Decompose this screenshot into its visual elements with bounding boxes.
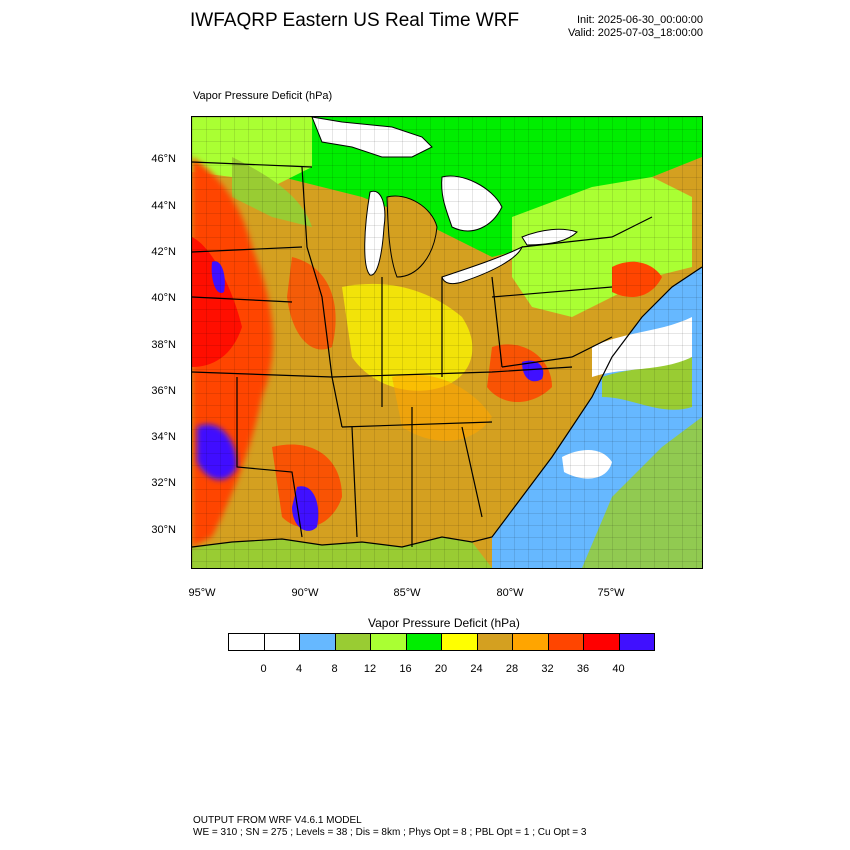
lat-label: 42°N bbox=[151, 246, 176, 258]
colorbar-tick-label: 20 bbox=[434, 663, 448, 675]
colorbar-box bbox=[547, 633, 584, 651]
colorbar bbox=[228, 633, 655, 651]
footer-config: WE = 310 ; SN = 275 ; Levels = 38 ; Dis … bbox=[193, 827, 587, 838]
colorbar-box bbox=[299, 633, 336, 651]
colorbar-tick-label: 24 bbox=[470, 663, 483, 675]
colorbar-tick-label: 8 bbox=[331, 663, 338, 675]
colorbar-tick-label: 40 bbox=[612, 663, 625, 675]
page-title: IWFAQRP Eastern US Real Time WRF bbox=[190, 10, 520, 31]
colorbar-box bbox=[476, 633, 513, 651]
lat-label: 38°N bbox=[151, 339, 176, 351]
colorbar-tick-label: 16 bbox=[399, 663, 412, 675]
county-lines bbox=[192, 117, 702, 568]
colorbar-box bbox=[405, 633, 442, 651]
init-time: Init: 2025-06-30_00:00:00 bbox=[577, 14, 703, 26]
lon-label: 75°W bbox=[597, 587, 625, 599]
lat-label: 40°N bbox=[151, 292, 176, 304]
lat-label: 32°N bbox=[151, 477, 176, 489]
valid-time: Valid: 2025-07-03_18:00:00 bbox=[568, 27, 703, 39]
lon-label: 80°W bbox=[496, 587, 524, 599]
vpd-map bbox=[191, 116, 703, 569]
colorbar-box bbox=[263, 633, 300, 651]
colorbar-tick-label: 32 bbox=[541, 663, 554, 675]
colorbar-tick-label: 12 bbox=[363, 663, 377, 675]
colorbar-box bbox=[441, 633, 478, 651]
coastline bbox=[192, 266, 702, 548]
lon-label: 95°W bbox=[188, 587, 216, 599]
lat-label: 36°N bbox=[151, 385, 176, 397]
map-canvas bbox=[192, 117, 702, 568]
colorbar-tick-label: 0 bbox=[260, 663, 267, 675]
colorbar-box bbox=[370, 633, 407, 651]
colorbar-box bbox=[228, 633, 265, 651]
lat-label: 34°N bbox=[151, 431, 176, 443]
colorbar-box bbox=[618, 633, 655, 651]
lat-label: 44°N bbox=[151, 200, 176, 212]
colorbar-title: Vapor Pressure Deficit (hPa) bbox=[368, 616, 520, 630]
plot-field-label: Vapor Pressure Deficit (hPa) bbox=[193, 90, 333, 102]
lon-label: 85°W bbox=[393, 587, 421, 599]
colorbar-tick-label: 28 bbox=[505, 663, 519, 675]
colorbar-tick-label: 36 bbox=[576, 663, 590, 675]
lat-label: 30°N bbox=[151, 524, 176, 536]
colorbar-tick-label: 4 bbox=[295, 663, 303, 675]
footer-model: OUTPUT FROM WRF V4.6.1 MODEL bbox=[193, 815, 362, 826]
lon-label: 90°W bbox=[291, 587, 319, 599]
colorbar-box bbox=[583, 633, 620, 651]
lat-label: 46°N bbox=[151, 153, 176, 165]
colorbar-box bbox=[334, 633, 371, 651]
colorbar-box bbox=[512, 633, 549, 651]
state-boundaries bbox=[192, 161, 653, 547]
